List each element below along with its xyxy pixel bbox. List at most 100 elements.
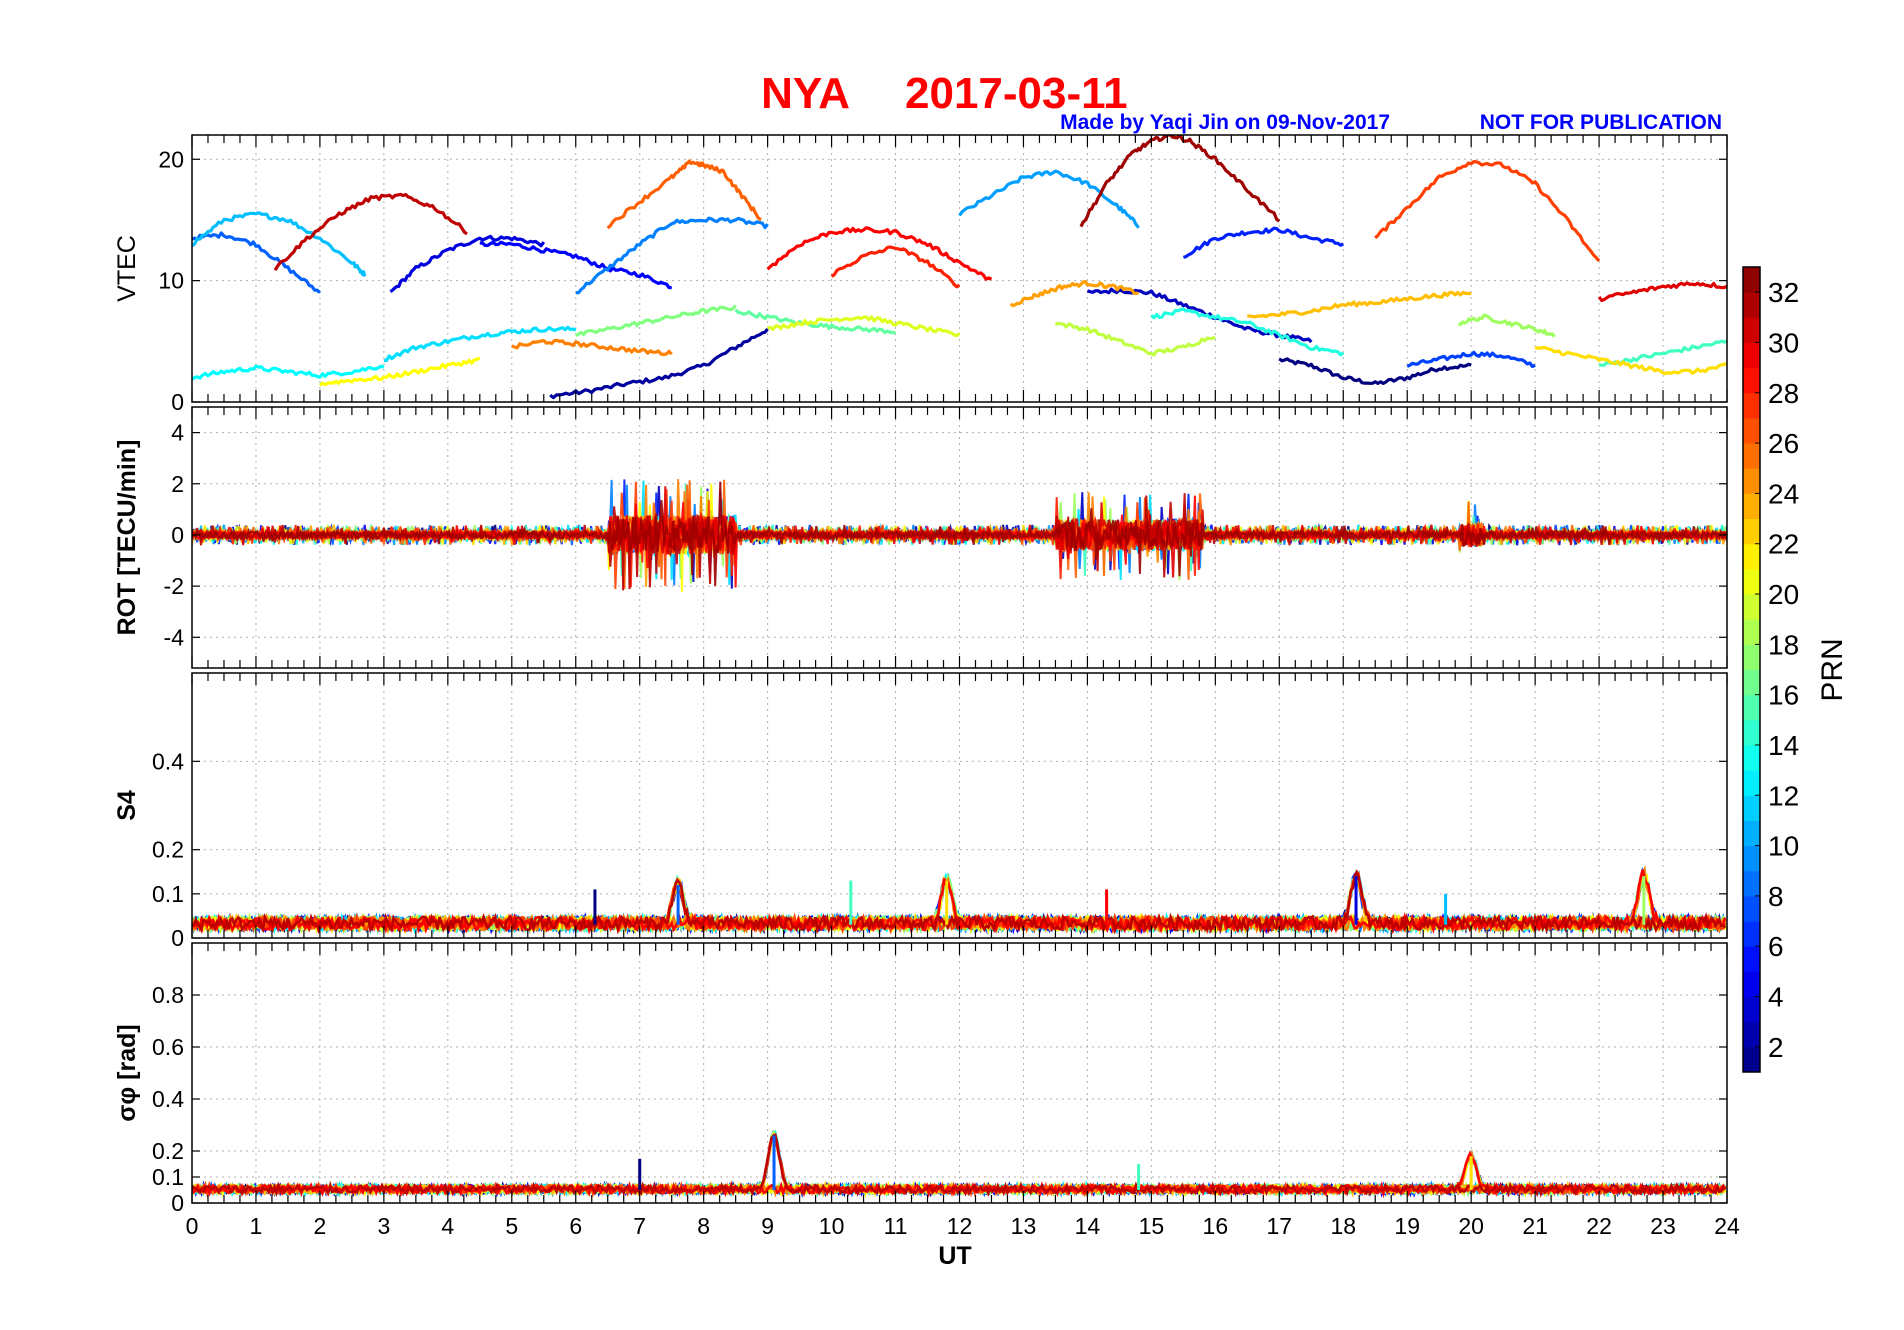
y-tick-label: 10 <box>158 268 184 294</box>
y-axis-label: VTEC <box>113 235 141 302</box>
x-tick-label: 14 <box>1075 1213 1101 1239</box>
series-prn-28 <box>830 245 961 289</box>
series-prn-8 <box>192 231 322 294</box>
y-tick-label: 0.8 <box>152 982 184 1008</box>
colorbar-swatch <box>1743 895 1760 922</box>
colorbar-swatch <box>1743 619 1760 645</box>
panel-frame <box>191 942 1728 1204</box>
colorbar-tick-label: 8 <box>1768 881 1784 912</box>
y-tick-label: 0 <box>171 522 184 548</box>
colorbar-tick-label: 24 <box>1768 478 1799 509</box>
series-prn-20 <box>767 315 961 338</box>
panel-data <box>192 864 1727 936</box>
series-prn-14 <box>1150 307 1345 357</box>
colorbar-swatch <box>1743 1021 1760 1048</box>
x-tick-label: 0 <box>186 1213 199 1239</box>
colorbar-swatch <box>1743 392 1760 419</box>
colorbar-swatch <box>1743 870 1760 897</box>
colorbar-swatch <box>1743 694 1760 721</box>
colorbar-swatch <box>1743 367 1760 394</box>
x-tick-label: 15 <box>1139 1213 1165 1239</box>
x-tick-label: 8 <box>697 1213 710 1239</box>
x-tick-label: 22 <box>1586 1213 1612 1239</box>
colorbar-tick-label: 30 <box>1768 327 1799 358</box>
rot-series-prn-32 <box>192 481 1727 587</box>
x-tick-label: 4 <box>441 1213 454 1239</box>
x-tick-label: 17 <box>1266 1213 1292 1239</box>
series-prn-5 <box>479 240 672 290</box>
colorbar-swatch <box>1743 317 1760 343</box>
colorbar-swatch <box>1743 744 1760 771</box>
series-prn-11 <box>192 211 367 277</box>
colorbar-swatch <box>1743 468 1760 494</box>
chart-notice: NOT FOR PUBLICATION <box>1480 111 1722 134</box>
colorbar-tick-label: 28 <box>1768 378 1799 409</box>
chart-credit: Made by Yaqi Jin on 09-Nov-2017 <box>1060 111 1390 134</box>
colorbar-swatch <box>1743 342 1760 369</box>
x-tick-label: 16 <box>1203 1213 1229 1239</box>
colorbar-tick-label: 26 <box>1768 428 1799 459</box>
colorbar-swatch <box>1743 417 1760 444</box>
x-tick-label: 5 <box>505 1213 518 1239</box>
panel-data <box>192 135 1727 400</box>
y-tick-label: 0.1 <box>152 881 184 907</box>
x-tick-label: 19 <box>1394 1213 1420 1239</box>
panel-data <box>192 479 1727 593</box>
x-tick-label: 18 <box>1330 1213 1356 1239</box>
colorbar-tick-label: 16 <box>1768 680 1799 711</box>
series-prn-16 <box>734 308 896 335</box>
panel-S4: 0 0.1 0.2 0.4 S4 <box>113 672 1728 951</box>
colorbar-swatch <box>1743 1046 1760 1073</box>
y-tick-label: 0.4 <box>152 1086 184 1112</box>
x-tick-label: 2 <box>314 1213 327 1239</box>
series-prn-4 <box>389 234 546 293</box>
y-tick-label: 0.6 <box>152 1034 184 1060</box>
series-prn-2 <box>549 328 769 400</box>
y-tick-label: 0.2 <box>152 1138 184 1164</box>
S4-series-prn-31 <box>192 869 1727 935</box>
series-prn-18 <box>1458 313 1556 338</box>
y-tick-label: 4 <box>171 420 184 446</box>
rot-series-prn-6 <box>192 479 1727 574</box>
series-prn-32 <box>1079 135 1281 228</box>
colorbar-tick-label: 14 <box>1768 730 1799 761</box>
panel-data <box>192 1129 1727 1199</box>
colorbar-tick-label: 10 <box>1768 831 1799 862</box>
series-prn-13 <box>192 364 385 381</box>
colorbar-tick-label: 22 <box>1768 529 1799 560</box>
y-tick-label: 0 <box>171 1190 184 1216</box>
series-prn-31 <box>273 192 468 272</box>
chart-title-date: 2017-03-11 <box>905 69 1128 118</box>
colorbar-swatch <box>1743 820 1760 847</box>
x-tick-label: 20 <box>1458 1213 1484 1239</box>
x-tick-label: 1 <box>250 1213 263 1239</box>
panel-VTEC: 0 10 20 VTEC <box>113 134 1728 415</box>
colorbar-tick-label: 2 <box>1768 1032 1784 1063</box>
x-axis-label: UT <box>938 1242 971 1270</box>
series-prn-21 <box>318 356 481 387</box>
y-tick-label: -2 <box>164 573 184 599</box>
colorbar-swatch <box>1743 267 1760 293</box>
colorbar-swatch <box>1743 669 1760 696</box>
x-tick-label: 13 <box>1011 1213 1037 1239</box>
x-tick-label: 12 <box>947 1213 973 1239</box>
series-prn-1 <box>1278 357 1472 385</box>
colorbar-swatch <box>1743 719 1760 746</box>
colorbar-swatch <box>1743 971 1760 998</box>
series-prn-6 <box>1182 226 1344 259</box>
colorbar-swatch <box>1743 845 1760 872</box>
colorbar-swatch <box>1743 644 1760 670</box>
colorbar-swatch <box>1743 921 1760 947</box>
series-prn-23 <box>1247 290 1472 319</box>
colorbar-swatch <box>1743 518 1760 545</box>
colorbar-tick-label: 20 <box>1768 579 1799 610</box>
panel-ROT: 4 2 0 -2 -4 ROT [TECU/min] <box>113 406 1728 669</box>
colorbar-swatch <box>1743 443 1760 469</box>
colorbar-tick-label: 12 <box>1768 780 1799 811</box>
series-prn-10 <box>958 169 1140 229</box>
x-tick-label: 7 <box>633 1213 646 1239</box>
x-tick-label: 9 <box>761 1213 774 1239</box>
series-prn-17 <box>574 304 737 338</box>
